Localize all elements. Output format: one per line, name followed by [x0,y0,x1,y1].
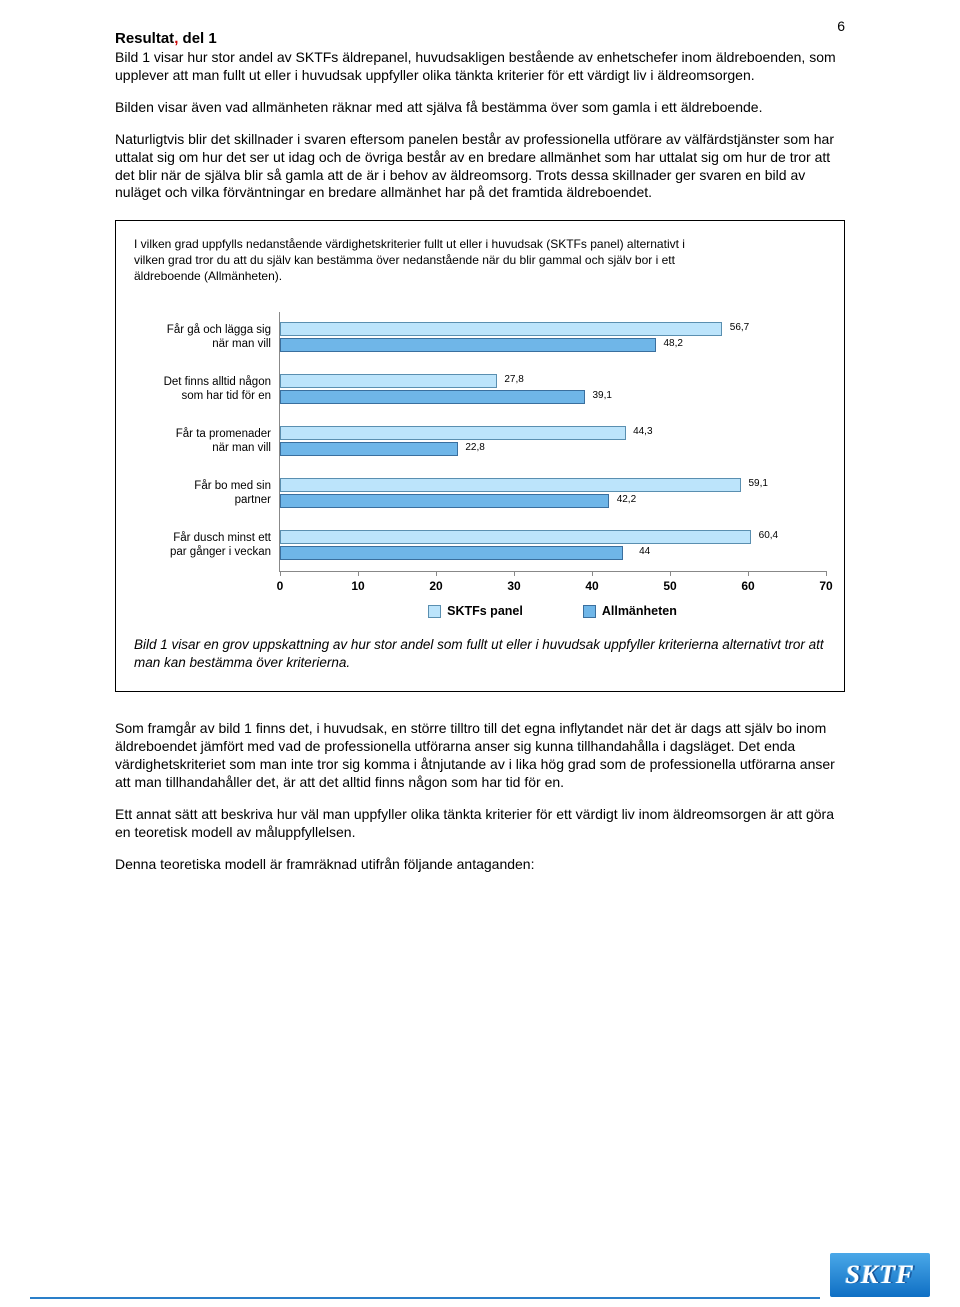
heading-part2: del 1 [178,30,216,47]
logo-box: SKTF [830,1253,930,1297]
bar-value-allm: 42,2 [617,494,636,505]
category-label: Får bo med sinpartner [144,468,279,520]
x-tick-label: 40 [585,579,598,593]
chart-area: Får gå och lägga signär man villDet finn… [144,312,826,618]
x-tick-label: 60 [741,579,754,593]
bar-allm: 39,1 [280,390,585,404]
bar-value-allm: 48,2 [663,338,682,349]
bar-group: 27,8 39,1 [280,364,826,416]
bar-sktf: 56,7 [280,322,722,336]
x-tick-label: 30 [507,579,520,593]
logo-text: SKTF [845,1260,914,1290]
paragraph-2: Bilden visar även vad allmänheten räknar… [115,99,845,117]
legend-sktf: SKTFs panel [428,604,523,618]
category-label: Får ta promenadernär man vill [144,416,279,468]
paragraph-4: Som framgår av bild 1 finns det, i huvud… [115,720,845,792]
chart-plot: 01020304050607056,748,227,839,144,322,85… [279,312,826,572]
footer-logo: SKTF [830,1253,930,1297]
bar-value-sktf: 56,7 [730,322,749,333]
category-label: Får gå och lägga signär man vill [144,312,279,364]
category-labels: Får gå och lägga signär man villDet finn… [144,312,279,618]
x-tick-label: 70 [819,579,832,593]
chart-intro-text: I vilken grad uppfylls nedanstående värd… [134,237,694,284]
paragraph-5: Ett annat sätt att beskriva hur väl man … [115,806,845,842]
heading-resultat: Resultat, del 1 [115,30,845,47]
bar-value-allm: 22,8 [465,442,484,453]
legend-label-sktf: SKTFs panel [447,604,523,618]
bar-group: 59,1 42,2 [280,468,826,520]
heading-part1: Resultat [115,30,174,47]
chart-caption: Bild 1 visar en grov uppskattning av hur… [134,636,826,671]
legend-swatch-sktf [428,605,441,618]
page-number: 6 [837,18,845,34]
x-tick [826,571,827,576]
bar-value-allm: 44 [639,546,650,557]
bar-allm: 22,8 [280,442,458,456]
x-tick-label: 50 [663,579,676,593]
bar-sktf: 27,8 [280,374,497,388]
bar-allm: 44 [280,546,623,560]
bar-group: 44,3 22,8 [280,416,826,468]
bar-allm: 42,2 [280,494,609,508]
bar-value-sktf: 27,8 [504,374,523,385]
legend: SKTFs panel Allmänheten [279,604,826,618]
x-tick-label: 0 [277,579,284,593]
x-tick-label: 20 [429,579,442,593]
bar-value-allm: 39,1 [593,390,612,401]
bar-sktf: 44,3 [280,426,626,440]
bar-group: 60,4 44 [280,520,826,572]
paragraph-6: Denna teoretiska modell är framräknad ut… [115,856,845,874]
legend-label-allm: Allmänheten [602,604,677,618]
page: 6 Resultat, del 1 Bild 1 visar hur stor … [0,0,960,1307]
category-label: Får dusch minst ettpar gånger i veckan [144,520,279,572]
paragraph-1: Bild 1 visar hur stor andel av SKTFs äld… [115,49,845,85]
legend-allm: Allmänheten [583,604,677,618]
bar-value-sktf: 44,3 [633,426,652,437]
paragraph-3: Naturligtvis blir det skillnader i svare… [115,131,845,203]
bar-group: 56,7 48,2 [280,312,826,364]
legend-swatch-allm [583,605,596,618]
chart-container: I vilken grad uppfylls nedanstående värd… [115,220,845,692]
plot-wrap: 01020304050607056,748,227,839,144,322,85… [279,312,826,618]
x-tick-label: 10 [351,579,364,593]
bar-allm: 48,2 [280,338,656,352]
bar-value-sktf: 60,4 [759,530,778,541]
bar-sktf: 60,4 [280,530,751,544]
category-label: Det finns alltid någonsom har tid för en [144,364,279,416]
bar-sktf: 59,1 [280,478,741,492]
footer-rule [30,1297,820,1299]
bar-value-sktf: 59,1 [749,478,768,489]
